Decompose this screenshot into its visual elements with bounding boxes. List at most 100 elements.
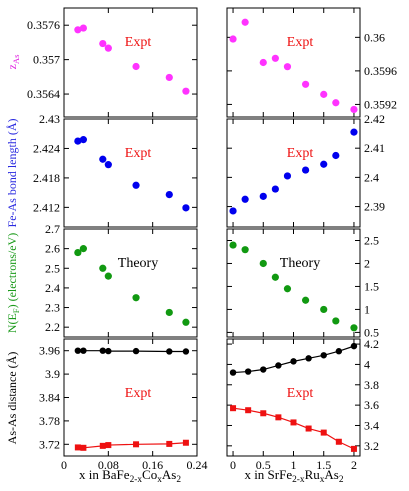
data-point: [165, 308, 173, 317]
data-point: [166, 348, 173, 355]
data-point: [74, 26, 82, 34]
y-tick-label: 2.5: [45, 261, 60, 275]
data-point: [244, 368, 252, 375]
data-point: [275, 414, 282, 421]
y-tick-label: 0.36: [364, 30, 385, 44]
data-point: [259, 192, 267, 200]
data-point: [79, 24, 87, 32]
data-point: [332, 317, 340, 325]
data-point: [320, 90, 328, 98]
data-point: [99, 264, 107, 272]
data-point: [182, 348, 190, 355]
y-tick-label: 1: [364, 302, 370, 316]
panel-r0-c0: 0.3564 0.357 0.3576 Expt: [27, 7, 198, 118]
panel-r2-c1: 0.5 1 1.5 2 2.5 Theory: [226, 228, 379, 339]
x-tick-label: 1: [291, 458, 297, 472]
panel-frame: [63, 228, 198, 338]
y-tick-label: 2.43: [39, 112, 60, 126]
panel-annotation: Expt: [125, 386, 152, 401]
data-point: [350, 324, 358, 332]
x-tick-label: 0: [230, 458, 236, 472]
data-point: [290, 419, 297, 426]
y-tick-label: 3.84: [39, 391, 60, 405]
y-tick-label: 3.6: [364, 398, 379, 412]
data-point: [229, 35, 237, 43]
data-point: [105, 442, 112, 449]
y-tick-label: 0.3564: [27, 87, 60, 101]
x-tick-label: 0.24: [187, 458, 208, 472]
y-tick-label: 2.412: [33, 200, 60, 214]
data-point: [80, 347, 87, 354]
y-axis-label-row2: N(EF) (electrons/eV): [5, 233, 21, 333]
data-point: [104, 272, 112, 280]
panel-r2-c0: 2.2 2.3 2.4 2.5 2.6 2.7 Theory: [45, 222, 198, 338]
x-tick-label: 1.5: [316, 458, 331, 472]
y-axis-label-row3: As-As distance (Å): [5, 352, 19, 445]
data-point: [80, 444, 87, 451]
data-point: [165, 73, 173, 82]
y-tick-label: 3.78: [39, 414, 60, 428]
data-point: [133, 441, 140, 448]
panel-annotation: Expt: [287, 386, 314, 401]
data-point: [99, 155, 107, 163]
data-point: [229, 207, 237, 215]
y-tick-label: 2.42: [364, 112, 385, 126]
data-point: [182, 204, 190, 212]
y-tick-label: 3.9: [45, 367, 60, 381]
data-point: [259, 58, 267, 67]
data-point: [332, 151, 340, 160]
data-point: [245, 407, 252, 414]
data-point: [290, 358, 297, 365]
y-axis-label-row0: zAs: [5, 54, 21, 70]
data-point: [350, 342, 358, 350]
data-point: [320, 352, 327, 359]
data-point: [74, 444, 81, 451]
panel-annotation: Theory: [118, 256, 158, 271]
y-tick-label: 2.6: [45, 242, 60, 256]
data-point: [79, 245, 87, 253]
data-point: [283, 63, 292, 71]
data-point: [166, 440, 173, 447]
y-tick-label: 3.96: [39, 344, 60, 358]
y-tick-label: 3.2: [364, 439, 379, 453]
y-tick-label: 0.3596: [364, 64, 397, 78]
data-point: [335, 438, 342, 445]
x-tick-label: 0.08: [98, 458, 119, 472]
x-tick-label: 0: [61, 458, 67, 472]
panel-frame: [226, 228, 361, 338]
data-point: [283, 285, 292, 293]
panel-annotation: Theory: [280, 256, 320, 271]
data-point: [301, 80, 310, 88]
data-point: [260, 366, 267, 373]
data-point: [165, 191, 173, 199]
x-axis-label-left: x in BaFe2-xCoxAs2: [79, 467, 181, 485]
data-point: [241, 18, 249, 26]
x-tick-label: 0.5: [256, 458, 271, 472]
y-tick-label: 2.424: [33, 141, 60, 155]
data-point: [275, 362, 282, 369]
panel-r1-c1: 2.39 2.4 2.41 2.42 Expt: [226, 112, 385, 228]
data-point: [332, 99, 340, 107]
data-point: [74, 347, 82, 354]
panel-annotation: Expt: [287, 35, 314, 50]
y-tick-label: 0.3592: [364, 97, 397, 111]
data-point: [104, 161, 112, 169]
panel-frame: [226, 118, 361, 228]
data-point: [99, 39, 107, 48]
panel-annotation: Expt: [125, 146, 152, 161]
y-tick-label: 2.4: [364, 170, 379, 184]
data-point: [104, 44, 112, 52]
x-axis-label-right: x in SrFe2-xRuxAs2: [244, 467, 343, 485]
data-point: [271, 185, 279, 193]
data-point: [182, 318, 190, 326]
panel-r3-c0: 3.72 3.78 3.84 3.9 3.96 0 0.08 0.16 0.24 Expt: [39, 338, 208, 472]
data-point: [105, 347, 112, 355]
panel-annotation: Expt: [287, 146, 314, 161]
panel-r0-c1: 0.3592 0.3596 0.36 Expt: [226, 7, 397, 118]
y-tick-label: 2.7: [45, 222, 60, 236]
data-point: [132, 347, 140, 355]
panel-frame: [63, 7, 198, 118]
y-tick-label: 0.357: [33, 53, 60, 67]
y-tick-label: 2.3: [45, 301, 60, 315]
y-tick-label: 0.5: [364, 325, 379, 339]
